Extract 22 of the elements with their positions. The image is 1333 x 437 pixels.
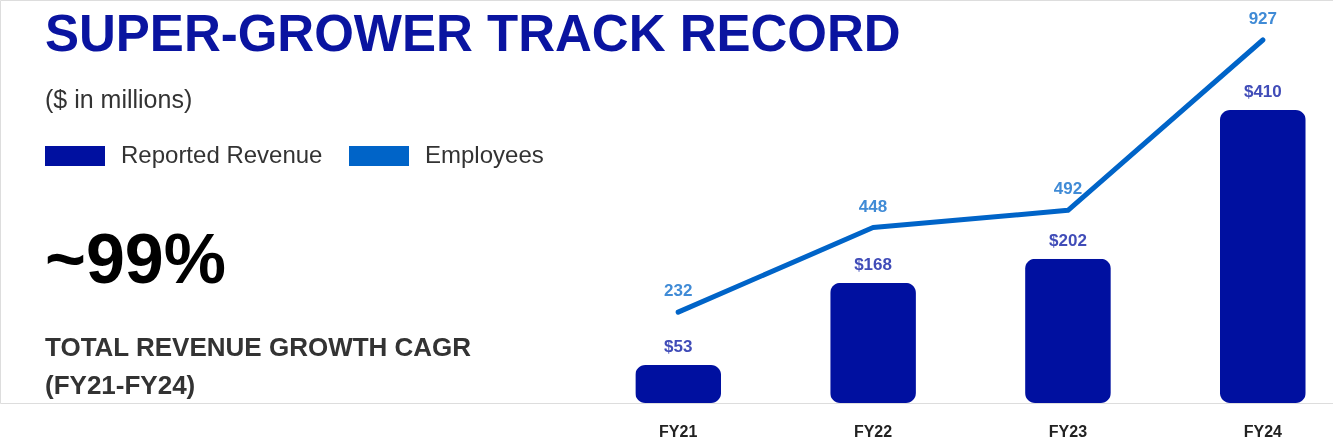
x-tick-label: FY24: [1243, 422, 1283, 437]
text: TOTAL REVENUE GROWTH CAGR (FY21-FY24): [45, 332, 472, 400]
bar: [1025, 258, 1111, 403]
chart-title: SUPER-GROWER TRACK RECORD: [45, 5, 901, 62]
data-label: $202: [1049, 230, 1087, 250]
text: ~99%: [45, 220, 226, 298]
data-label: $168: [854, 254, 892, 274]
data-label: 492: [1053, 179, 1083, 199]
x-tick-label: FY22: [853, 422, 893, 437]
legend-label: Reported Revenue: [121, 141, 323, 168]
data-label: $53: [663, 337, 693, 357]
data-label: 927: [1248, 9, 1278, 28]
data-label: $410: [1243, 82, 1282, 101]
legend-label: Employees: [425, 141, 544, 168]
bar: [635, 365, 722, 403]
x-tick-label: FY21: [659, 422, 698, 437]
text: ($ in millions): [45, 85, 193, 113]
data-label: 232: [663, 281, 693, 301]
bar: [830, 282, 916, 403]
x-tick-label: FY23: [1048, 422, 1088, 437]
data-label: 448: [858, 196, 888, 216]
bar: [1219, 110, 1306, 403]
